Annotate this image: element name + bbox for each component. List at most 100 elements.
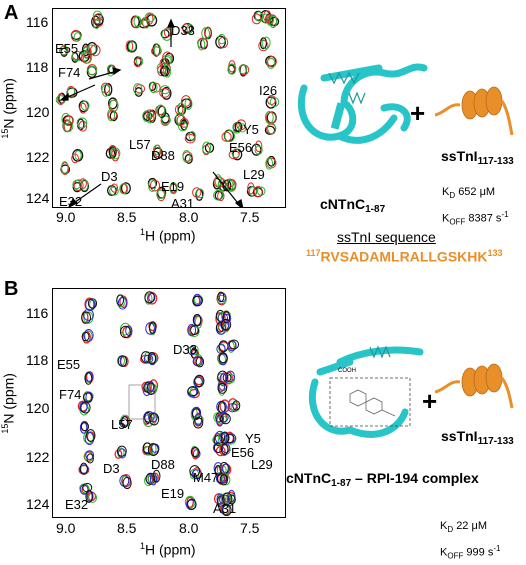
peak-label-b-f74: F74 [59,387,82,402]
y-axis-title-b: 15N (ppm) [0,373,17,434]
nmr-peak-contour [60,44,68,56]
nmr-peak-contour [247,182,255,195]
ligand-annotation: COOH [338,368,356,374]
nmr-peak-contour [145,109,155,119]
y-tick-a-118: 118 [26,59,49,75]
nmr-peak-contour [269,96,280,107]
nmr-peak-contour [224,178,235,188]
nmr-peak-contour [184,153,193,164]
nmr-peak-contour [193,376,203,388]
nmr-peak-contour [269,15,278,29]
nmr-peak-contour [152,469,161,483]
nmr-peak-contour [224,371,233,385]
nmr-peak-contour [111,148,120,162]
nmr-peak-contour [89,44,101,57]
nmr-peak-contour [227,398,238,411]
y-tick-b-116: 116 [26,305,49,321]
y-tick-b-120: 120 [26,400,50,416]
nmr-peak-contour [86,44,97,55]
nmr-peak-contour [265,157,274,170]
nmr-peak-contour [101,84,111,97]
nmr-peak-contour [133,83,143,95]
nmr-peak-contour [237,123,247,133]
nmr-spectrum-a: E55 F74 D33 I26 Y5 L57 E56 D88 D3 L29 E3… [52,8,286,208]
nmr-peak-contour [121,416,129,428]
peak-label-b-d3: D3 [103,461,120,476]
nmr-peak-contour [159,85,171,95]
x-tick-b-9: 9.0 [56,520,76,536]
nmr-peak-contour [152,147,163,160]
nmr-peak-contour [92,18,101,29]
nmr-peak-contour [87,65,98,76]
nmr-peak-contour [61,112,71,125]
sstni-peptide-b [434,363,514,409]
nmr-peak-contour [79,462,88,475]
nmr-peak-contour [169,182,178,195]
nmr-peak-contour [148,412,158,423]
nmr-peak-contour [228,339,240,350]
nmr-peak-contour [73,32,82,42]
nmr-peak-contour [218,352,228,364]
koff-value-b: KOFF 999 s-1 [440,544,501,561]
nmr-peak-contour [192,449,201,459]
nmr-peak-contour [93,13,104,26]
nmr-peak-contour [187,346,196,356]
x-tick-a-8: 8.0 [179,209,199,225]
koff-value-a: KOFF 8387 s-1 [442,210,509,227]
nmr-peak-contour [144,12,155,23]
y-axis-title-a: 15N (ppm) [0,78,17,139]
nmr-peak-contour [73,179,84,191]
x-tick-b-8-5: 8.5 [117,520,137,536]
nmr-peak-contour [227,63,237,75]
y-tick-a-116: 116 [26,14,49,30]
peak-label-f74: F74 [58,65,81,80]
nmr-peak-contour [224,433,235,444]
nmr-peak-contour [117,355,128,367]
nmr-peak-contour [214,174,222,187]
panel-label-a: A [4,2,19,24]
nmr-peak-contour [227,494,236,505]
nmr-peak-contour [178,121,188,132]
nmr-peak-contour [181,95,191,107]
nmr-peak-contour [161,28,173,41]
nmr-peak-contour [253,186,263,198]
nmr-peak-contour [84,372,93,385]
nmr-peak-contour [152,144,161,155]
peak-label-b-m47: M47 [193,470,219,485]
peak-label-b-y5: Y5 [245,431,261,446]
nmr-peak-contour [267,122,277,135]
nmr-peak-contour [110,147,121,160]
nmr-peak-contour [213,189,224,201]
nmr-peak-contour [192,295,203,307]
peak-label-d88: D88 [151,148,175,163]
nmr-peak-contour [192,313,202,326]
nmr-peak-contour [127,41,137,52]
peak-label-i26: I26 [259,83,278,98]
nmr-peak-contour [149,321,157,334]
nmr-peak-contour [221,313,232,324]
peak-label-b-l57: L57 [111,417,133,432]
nmr-peak-contour [81,43,90,57]
nmr-peak-contour [219,461,229,475]
nmr-peak-contour [217,382,228,394]
nmr-peak-contour [254,145,263,155]
nmr-peak-contour [256,186,266,196]
nmr-peak-contour [231,148,241,159]
x-axis-title-b: 1H (ppm) [140,541,196,558]
nmr-peak-contour [107,110,118,120]
nmr-peak-contour [189,344,199,356]
peptide-label-b: ssTnI117-133 [441,428,514,447]
nmr-peak-contour [193,417,204,429]
nmr-peak-contour [221,318,232,331]
nmr-peak-contour [258,40,269,52]
nmr-peak-contour [119,183,129,195]
cntnc-rpi194-structure [308,345,424,438]
spectrum-b-peaks [77,291,241,517]
spectrum-a-peaks [55,9,280,207]
peak-label-e56: E56 [229,140,253,155]
nmr-peak-contour [92,10,103,22]
nmr-peak-contour [144,475,153,487]
nmr-peak-contour [182,151,193,162]
nmr-peak-contour [248,186,257,197]
nmr-peak-contour [161,86,172,100]
